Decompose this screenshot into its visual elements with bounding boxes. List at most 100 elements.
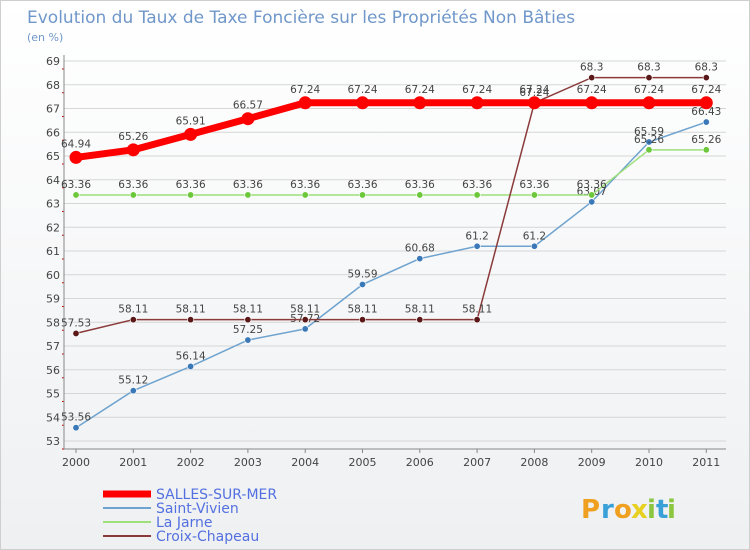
y-tick-label: 66 <box>46 126 60 139</box>
y-tick-label: 54 <box>46 411 60 424</box>
data-point <box>298 96 312 110</box>
y-tick-label: 53 <box>46 435 60 448</box>
data-point <box>358 191 366 199</box>
data-point <box>645 138 653 146</box>
data-label: 63.36 <box>61 179 91 191</box>
data-label: 65.26 <box>634 134 664 146</box>
data-label: 67.24 <box>634 84 664 96</box>
legend-label: Saint-Vivien <box>156 501 239 517</box>
series-line <box>75 99 707 161</box>
data-point <box>473 191 481 199</box>
y-tick-label: 64 <box>46 174 60 187</box>
data-label: 57.25 <box>233 324 263 336</box>
data-point <box>416 191 424 199</box>
data-label: 63.36 <box>577 179 607 191</box>
data-point <box>588 198 596 206</box>
data-label: 66.43 <box>691 106 721 118</box>
data-point <box>702 74 710 82</box>
data-label: 67.24 <box>290 84 320 96</box>
data-label: 67.24 <box>691 84 721 96</box>
data-label: 55.12 <box>118 375 148 387</box>
series-saint-vivien: 53.5655.1256.1457.2557.7259.5960.6861.26… <box>61 106 721 432</box>
legend-label: Croix-Chapeau <box>156 529 259 545</box>
data-point <box>585 96 599 110</box>
data-label: 60.68 <box>405 243 435 255</box>
data-label: 59.59 <box>347 268 377 280</box>
data-label: 68.3 <box>637 62 660 74</box>
y-tick-label: 62 <box>46 221 60 234</box>
chart-subtitle: (en %) <box>27 31 63 44</box>
data-label: 65.91 <box>176 115 206 127</box>
data-point <box>244 336 252 344</box>
series-salles-sur-mer: 64.94 65.26 65.91 66.57 67.24 67.24 67.24 67.24… <box>61 84 722 164</box>
data-label: 63.36 <box>462 179 492 191</box>
y-tick-label: 58 <box>46 316 60 329</box>
data-point <box>699 96 713 110</box>
data-label: 63.36 <box>233 179 263 191</box>
data-point <box>301 325 309 333</box>
data-point <box>588 191 596 199</box>
data-label: 58.11 <box>405 304 435 316</box>
data-label: 58.11 <box>347 304 377 316</box>
y-tick-label: 59 <box>46 293 60 306</box>
logo-letter: x <box>631 495 648 525</box>
data-label: 67.24 <box>519 87 549 99</box>
data-point <box>129 387 137 395</box>
data-point <box>588 74 596 82</box>
data-point <box>244 316 252 324</box>
data-label: 57.53 <box>61 317 91 329</box>
y-tick-label: 65 <box>46 150 60 163</box>
data-point <box>187 191 195 199</box>
data-point <box>187 362 195 370</box>
data-point <box>702 118 710 126</box>
x-tick-label: 2009 <box>578 456 606 469</box>
y-tick-label: 57 <box>46 340 60 353</box>
x-tick-label: 2003 <box>234 456 262 469</box>
data-point <box>645 74 653 82</box>
logo-letter: t <box>656 495 668 525</box>
logo-letter: i <box>647 495 656 525</box>
logo-letter: r <box>601 495 614 525</box>
data-point <box>642 96 656 110</box>
x-tick-label: 2004 <box>291 456 319 469</box>
data-label: 63.36 <box>176 179 206 191</box>
data-label: 63.36 <box>405 179 435 191</box>
x-tick-label: 2001 <box>119 456 147 469</box>
series-line <box>75 121 707 429</box>
data-point <box>129 191 137 199</box>
data-label: 67.24 <box>577 84 607 96</box>
data-label: 67.24 <box>462 84 492 96</box>
legend-label: SALLES-SUR-MER <box>156 487 277 503</box>
data-point <box>416 316 424 324</box>
data-label: 66.57 <box>233 100 263 112</box>
data-label: 67.24 <box>405 84 435 96</box>
data-point <box>126 143 140 157</box>
data-point <box>69 150 83 164</box>
data-label: 63.36 <box>347 179 377 191</box>
series-layer: 53.5655.1256.1457.2557.7259.5960.6861.26… <box>61 62 722 432</box>
x-tick-label: 2006 <box>406 456 434 469</box>
data-point <box>527 96 541 110</box>
x-tick-label: 2005 <box>349 456 377 469</box>
chart-title: Evolution du Taux de Taxe Foncière sur l… <box>27 8 575 28</box>
logo-letter: P <box>581 495 600 525</box>
x-tick-label: 2010 <box>635 456 663 469</box>
data-label: 65.26 <box>118 131 148 143</box>
data-label: 63.36 <box>118 179 148 191</box>
x-tick-label: 2008 <box>520 456 548 469</box>
axes: 53 54 55 56 57 58 59 60 61 62 63 64 65 66 67 68 69 2000 20… <box>46 55 726 469</box>
y-tick-label: 63 <box>46 198 60 211</box>
logo-letter: o <box>614 495 632 525</box>
data-label: 65.26 <box>691 134 721 146</box>
data-point <box>356 96 369 110</box>
data-point <box>702 146 710 154</box>
y-tick-label: 69 <box>46 55 60 68</box>
x-tick-label: 2002 <box>177 456 205 469</box>
data-label: 67.24 <box>519 84 549 96</box>
data-point <box>129 316 137 324</box>
data-point <box>473 242 481 250</box>
series-line <box>75 76 707 335</box>
legend-label: La Jarne <box>156 515 213 531</box>
data-point <box>358 280 366 288</box>
